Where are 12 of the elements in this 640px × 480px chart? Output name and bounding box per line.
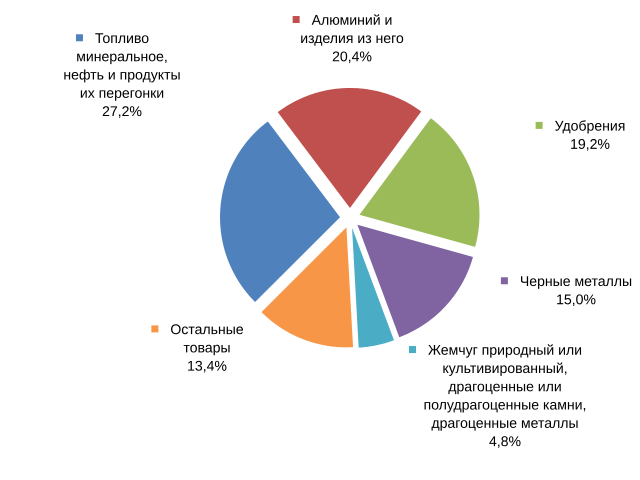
- data-label: 15,0%: [557, 294, 596, 306]
- data-label: 13,4%: [188, 360, 226, 372]
- data-label: 27,2%: [102, 106, 142, 118]
- legend-label: Остальные товары: [171, 324, 244, 356]
- data-label: 19,2%: [571, 139, 610, 151]
- legend-label: Алюминий и изделия из него: [301, 14, 404, 46]
- legend-label: Удобрения: [554, 120, 624, 134]
- data-label: 4,8%: [489, 436, 521, 448]
- data-label: 20,4%: [332, 51, 372, 64]
- legend-label: Топливо минеральное, нефть и продукты их перегонки: [64, 33, 180, 101]
- legend-label: Жемчуг природный или культивированный, драгоценные или полудрагоценные камни, драгоценные металлы: [424, 344, 586, 431]
- legend-label: Черные металлы: [520, 276, 632, 289]
